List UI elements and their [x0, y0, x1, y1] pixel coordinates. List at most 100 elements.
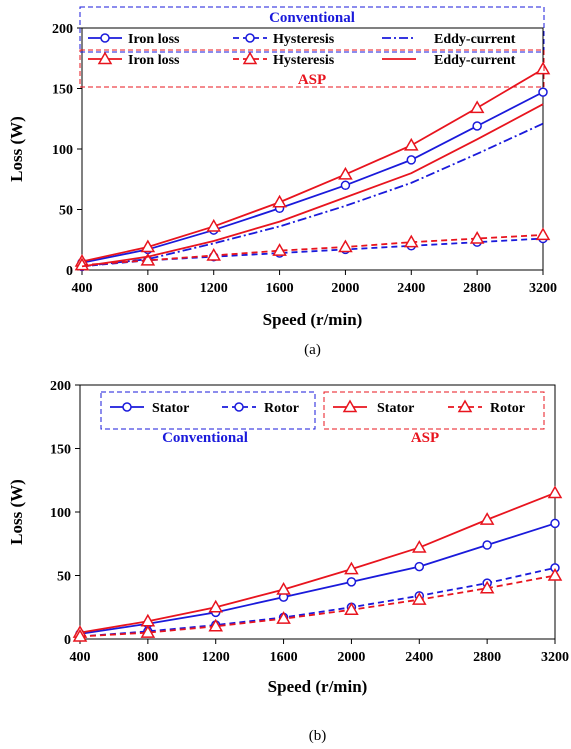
- x-tick-label: 2400: [397, 281, 425, 296]
- data-point: [338, 166, 353, 180]
- y-tick-label: 0: [66, 264, 73, 279]
- data-point: [140, 625, 156, 638]
- data-point: [547, 567, 563, 581]
- legend-swatch-marker: [457, 399, 473, 413]
- legend-swatch-marker: [342, 399, 358, 413]
- legend-group-label-conventional: Conventional: [269, 10, 355, 26]
- x-tick-label: 3200: [529, 281, 557, 296]
- data-point: [406, 155, 417, 165]
- x-tick-label: 3200: [541, 650, 569, 665]
- legend-entry-label: Eddy-current: [434, 53, 516, 68]
- y-tick-label: 200: [52, 22, 73, 37]
- legend-swatch-marker: [245, 33, 255, 43]
- data-point: [272, 194, 287, 208]
- legend-box-conventional: [79, 6, 545, 53]
- legend-entry-label: Stator: [377, 401, 414, 416]
- data-point: [344, 602, 359, 616]
- y-tick-label: 50: [59, 204, 73, 219]
- data-point: [340, 180, 351, 191]
- panel-caption: (a): [304, 342, 321, 358]
- legend-swatch-marker: [100, 33, 110, 43]
- series-asp-hysteresis: [74, 227, 551, 271]
- legend-entry-label: Iron loss: [128, 53, 180, 68]
- x-tick-label: 1200: [202, 650, 230, 665]
- data-point: [538, 87, 548, 97]
- x-tick-label: 800: [137, 281, 158, 296]
- series-line: [81, 237, 544, 268]
- data-point: [346, 577, 357, 587]
- series-line: [79, 522, 556, 635]
- y-tick-label: 100: [52, 143, 73, 158]
- legend: Conventional ASP Iron loss Hysteresis Eddy-c…: [79, 6, 545, 88]
- data-point: [535, 61, 551, 75]
- x-tick-label: 2000: [337, 650, 365, 665]
- series-line: [81, 103, 544, 268]
- data-point: [469, 100, 485, 114]
- data-point: [74, 257, 90, 271]
- panel-caption: (b): [309, 728, 327, 744]
- series-line: [79, 492, 556, 634]
- x-tick-label: 2800: [473, 650, 501, 665]
- x-tick-label: 800: [137, 650, 158, 665]
- y-tick-label: 50: [57, 570, 71, 585]
- y-tick-label: 200: [50, 379, 71, 394]
- data-point: [411, 540, 427, 553]
- data-point: [479, 580, 495, 594]
- legend-swatch-marker: [97, 51, 113, 65]
- data-point: [72, 628, 88, 642]
- data-point: [276, 611, 291, 624]
- data-point: [272, 243, 287, 256]
- series-line: [81, 91, 544, 264]
- x-axis-label: Speed (r/min): [263, 310, 363, 329]
- y-tick-label: 0: [64, 633, 71, 648]
- data-point: [276, 581, 291, 595]
- x-axis-label: Speed (r/min): [268, 677, 368, 696]
- legend-box-asp: [79, 49, 545, 88]
- legend-entry-label: Rotor: [490, 401, 525, 416]
- data-point: [535, 227, 551, 241]
- data-point: [411, 592, 427, 605]
- data-point: [414, 561, 425, 572]
- legend-entry-label: Hysteresis: [273, 53, 335, 68]
- data-point: [140, 252, 156, 266]
- data-point: [206, 218, 222, 232]
- legend-group-label-asp: ASP: [298, 72, 326, 88]
- series-conventional-iron-loss: [77, 87, 548, 268]
- series-asp-stator: [72, 485, 563, 638]
- y-tick-label: 150: [50, 443, 71, 458]
- y-tick-label: 150: [52, 83, 73, 98]
- data-point: [140, 239, 156, 253]
- legend-group-label-conventional: Conventional: [162, 430, 248, 446]
- x-tick-label: 1200: [200, 281, 228, 296]
- y-axis-label: Loss (W): [7, 479, 26, 545]
- legend-swatch-marker: [242, 51, 258, 65]
- data-point: [208, 618, 224, 632]
- data-point: [472, 121, 482, 131]
- x-tick-label: 400: [70, 650, 91, 665]
- legend-swatch-marker: [122, 402, 132, 412]
- x-tick-label: 400: [72, 281, 93, 296]
- data-point: [482, 540, 492, 550]
- x-tick-label: 2400: [405, 650, 433, 665]
- legend-entry-label: Iron loss: [128, 32, 180, 47]
- legend-box-conventional: [100, 391, 316, 430]
- legend-entry-label: Hysteresis: [273, 32, 335, 47]
- series-line: [81, 234, 544, 267]
- data-point: [479, 512, 495, 525]
- data-point: [338, 239, 353, 253]
- data-point: [208, 599, 224, 613]
- series-asp-iron-loss: [74, 61, 551, 267]
- legend-entry-label: Eddy-current: [434, 32, 516, 47]
- legend-swatch-marker: [234, 402, 244, 412]
- y-tick-label: 100: [50, 506, 71, 521]
- x-tick-label: 1600: [270, 650, 298, 665]
- data-point: [469, 231, 485, 244]
- x-tick-label: 1600: [266, 281, 294, 296]
- data-point: [550, 518, 560, 529]
- plot-frame: [79, 384, 556, 640]
- data-point: [344, 561, 359, 575]
- series-asp-rotor: [72, 567, 563, 642]
- legend-entry-label: Rotor: [264, 401, 299, 416]
- data-point: [547, 485, 563, 499]
- series-asp-eddy-current: [81, 103, 544, 268]
